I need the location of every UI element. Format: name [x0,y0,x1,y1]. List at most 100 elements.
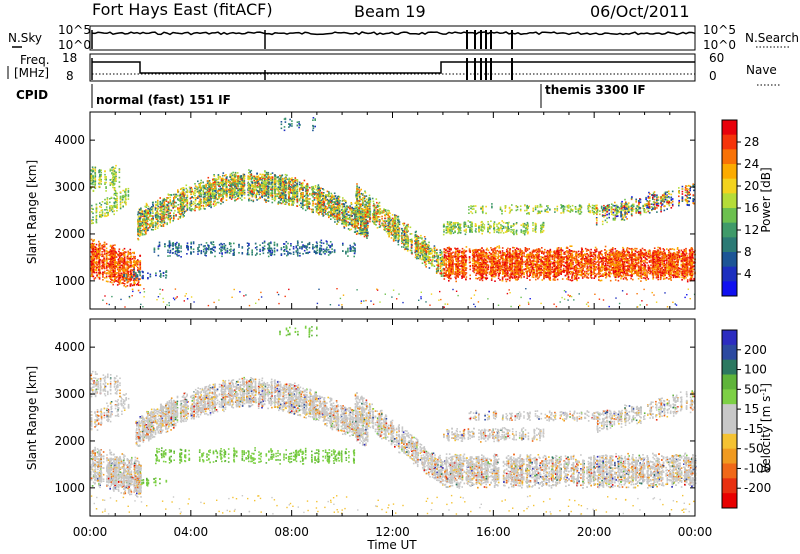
range-cell [220,182,223,184]
range-cell [105,177,107,180]
range-cell [242,191,245,194]
range-cell [332,213,335,216]
range-cell [322,213,324,215]
range-cell [115,276,117,278]
range-cell [91,166,94,168]
range-cell [159,202,161,205]
range-cell [98,171,100,174]
range-cell [163,216,165,218]
range-cell [345,208,347,211]
range-cell [137,219,139,221]
range-cell [115,256,117,258]
range-cell [346,208,348,211]
range-cell [237,194,239,197]
range-cell [347,206,349,209]
range-cell [293,196,295,199]
range-cell [343,214,345,216]
range-cell [163,212,166,215]
range-cell [261,195,263,197]
range-cell [162,205,165,208]
range-cell [307,195,309,197]
range-cell [98,257,100,259]
range-cell [256,199,258,201]
range-cell [127,278,130,281]
range-cell [277,197,280,199]
range-cell [317,196,319,198]
range-cell [362,229,364,232]
range-cell [225,178,228,181]
range-cell [162,225,165,227]
range-cell [361,222,364,224]
cpid-label: CPID [16,88,48,102]
range-cell [196,206,198,208]
range-cell [222,196,224,198]
range-cell [114,278,116,281]
range-cell [91,204,93,207]
range-cell [123,283,126,285]
range-cell [220,191,222,193]
range-cell [341,203,343,205]
range-cell [146,218,149,220]
range-cell [129,270,132,272]
range-cell [112,269,114,271]
range-cell [234,174,236,176]
range-cell [358,215,361,218]
range-cell [280,198,283,201]
range-cell [198,183,200,185]
range-cell [113,256,115,259]
range-cell [322,198,324,200]
range-cell [261,190,263,193]
range-cell [116,209,118,212]
range-cell [121,199,124,201]
range-cell [110,250,113,252]
range-cell [225,181,227,184]
range-cell [112,255,115,257]
range-cell [235,181,238,183]
range-cell [129,262,131,264]
range-cell [142,228,144,231]
range-cell [241,194,243,197]
range-cell [250,178,253,180]
range-cell [139,231,142,233]
range-cell [102,255,105,258]
range-cell [342,222,344,225]
range-cell [337,197,340,200]
range-cell [192,201,195,203]
range-cell [323,211,326,214]
range-cell [106,254,108,256]
range-cell [110,258,113,260]
range-cell [116,262,119,265]
range-cell [350,221,353,223]
range-cell [95,220,98,223]
range-cell [304,194,307,197]
range-cell [159,203,161,206]
range-cell [223,189,225,191]
range-cell [350,207,353,210]
range-cell [139,232,142,235]
range-cell [174,193,176,196]
range-cell [240,178,242,181]
range-cell [105,187,107,189]
range-cell [138,215,141,218]
range-cell [248,194,250,197]
range-cell [91,242,94,245]
range-cell [111,263,113,265]
range-cell [225,184,227,187]
range-cell [147,205,150,208]
range-cell [289,178,292,180]
range-cell [96,255,99,257]
range-cell [251,193,254,196]
range-cell [118,282,121,284]
range-cell [112,283,114,286]
range-cell [103,277,106,279]
range-cell [99,176,101,179]
range-cell [241,186,243,189]
range-cell [95,211,98,214]
range-cell [102,265,104,267]
range-cell [129,276,132,279]
range-cell [237,189,239,192]
range-cell [345,225,348,227]
range-cell [342,215,344,217]
range-cell [240,184,242,187]
range-cell [274,198,277,200]
